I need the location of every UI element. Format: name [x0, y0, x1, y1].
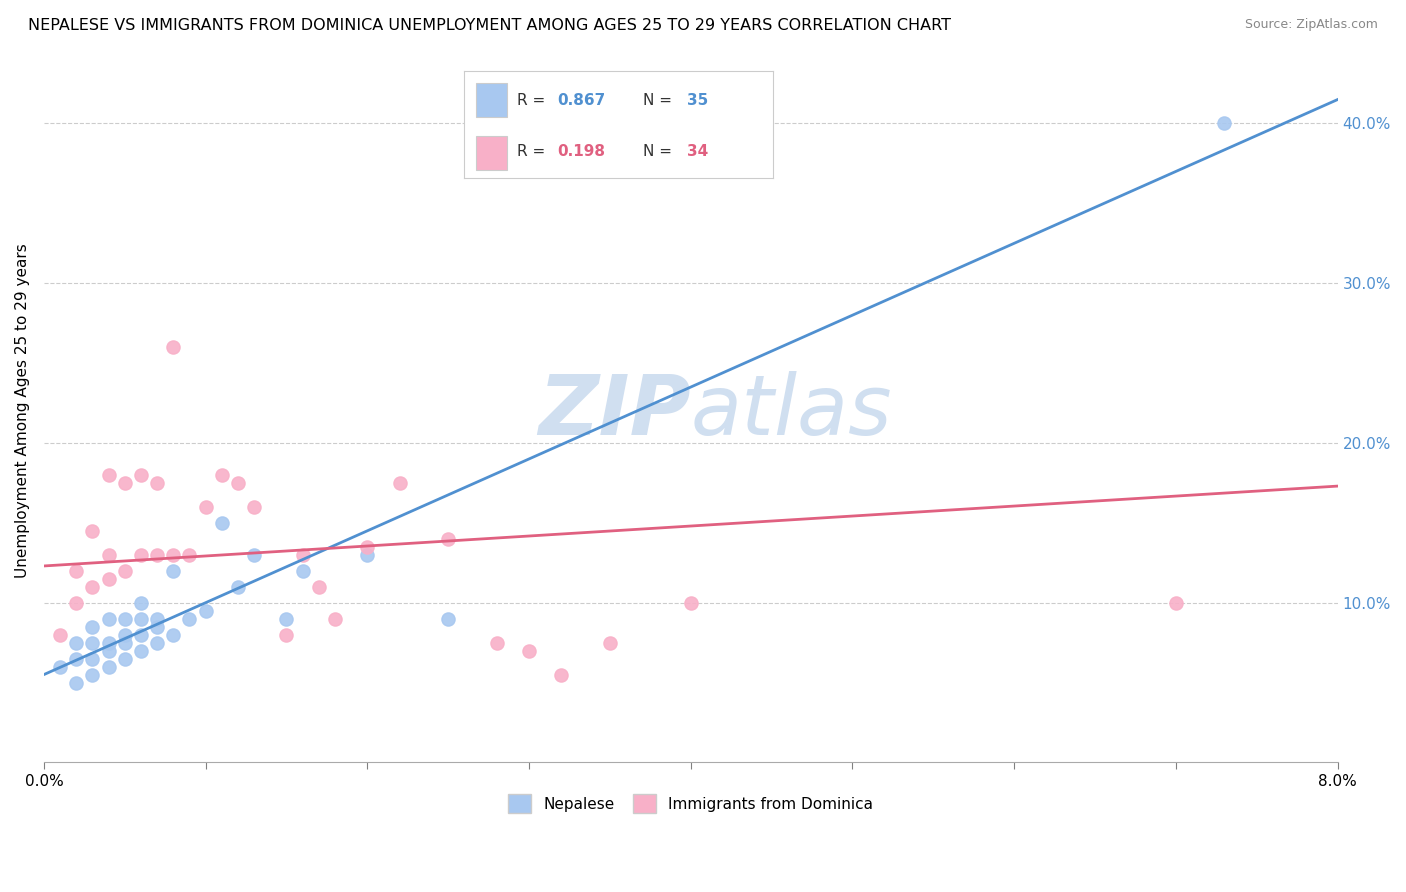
Point [82, 667, 104, 681]
Point [226, 475, 249, 490]
Point [114, 564, 136, 578]
Point [82, 580, 104, 594]
Point [517, 643, 540, 657]
Point [485, 635, 508, 649]
Point [291, 564, 314, 578]
Point [129, 612, 152, 626]
Point [291, 548, 314, 562]
Point [243, 500, 266, 514]
Text: atlas: atlas [690, 370, 893, 451]
Point [146, 620, 169, 634]
Text: N =: N = [644, 93, 678, 108]
Point [49, 627, 72, 641]
Point [1213, 116, 1236, 130]
Y-axis label: Unemployment Among Ages 25 to 29 years: Unemployment Among Ages 25 to 29 years [15, 244, 30, 578]
Point [114, 651, 136, 665]
Point [65, 635, 87, 649]
Point [356, 540, 378, 554]
Text: 35: 35 [686, 93, 709, 108]
Point [356, 548, 378, 562]
Point [97, 548, 120, 562]
Text: ZIP: ZIP [538, 370, 690, 451]
Point [179, 548, 201, 562]
Point [97, 643, 120, 657]
Point [82, 524, 104, 538]
Point [211, 516, 233, 530]
Text: R =: R = [516, 145, 550, 159]
Point [599, 635, 621, 649]
Point [146, 548, 169, 562]
Point [388, 475, 411, 490]
Point [114, 635, 136, 649]
Point [129, 596, 152, 610]
Point [226, 580, 249, 594]
Point [437, 532, 460, 546]
Point [211, 467, 233, 482]
Point [179, 612, 201, 626]
Point [146, 475, 169, 490]
Point [97, 612, 120, 626]
Point [82, 635, 104, 649]
Point [114, 627, 136, 641]
FancyBboxPatch shape [477, 83, 508, 118]
Point [114, 612, 136, 626]
Point [129, 627, 152, 641]
Point [437, 612, 460, 626]
Point [65, 564, 87, 578]
Point [194, 500, 217, 514]
Text: 0.867: 0.867 [557, 93, 605, 108]
Point [114, 475, 136, 490]
Point [162, 548, 184, 562]
Point [49, 659, 72, 673]
Text: Source: ZipAtlas.com: Source: ZipAtlas.com [1244, 18, 1378, 31]
FancyBboxPatch shape [477, 136, 508, 169]
Point [550, 667, 572, 681]
Text: 0.198: 0.198 [557, 145, 605, 159]
Text: N =: N = [644, 145, 678, 159]
Point [65, 596, 87, 610]
Point [162, 627, 184, 641]
Point [1164, 596, 1187, 610]
Point [146, 635, 169, 649]
Point [97, 467, 120, 482]
Point [162, 340, 184, 354]
Text: NEPALESE VS IMMIGRANTS FROM DOMINICA UNEMPLOYMENT AMONG AGES 25 TO 29 YEARS CORR: NEPALESE VS IMMIGRANTS FROM DOMINICA UNE… [28, 18, 950, 33]
Point [162, 564, 184, 578]
Point [129, 467, 152, 482]
Point [146, 612, 169, 626]
Legend: Nepalese, Immigrants from Dominica: Nepalese, Immigrants from Dominica [496, 782, 886, 825]
Point [308, 580, 330, 594]
Point [97, 572, 120, 586]
Point [82, 651, 104, 665]
Point [243, 548, 266, 562]
Point [97, 659, 120, 673]
Text: 34: 34 [686, 145, 709, 159]
Point [276, 612, 298, 626]
Point [679, 596, 702, 610]
Point [97, 635, 120, 649]
Point [323, 612, 346, 626]
Point [194, 604, 217, 618]
Point [65, 651, 87, 665]
Point [129, 643, 152, 657]
Point [276, 627, 298, 641]
Point [82, 620, 104, 634]
Point [65, 675, 87, 690]
Text: R =: R = [516, 93, 550, 108]
Point [129, 548, 152, 562]
